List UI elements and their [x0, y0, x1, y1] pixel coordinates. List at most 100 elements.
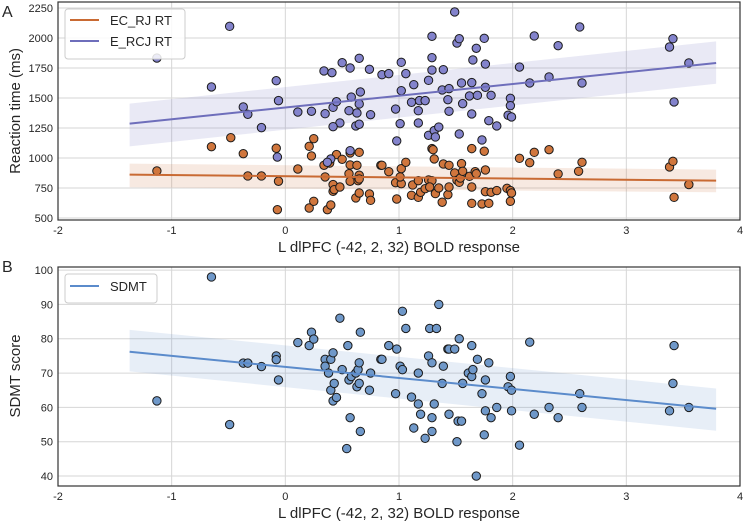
x-tick-label: -2 [53, 491, 63, 503]
data-point [413, 106, 424, 116]
data-point [434, 122, 444, 132]
data-point [406, 97, 417, 108]
data-point [384, 68, 394, 79]
data-point [293, 164, 303, 174]
data-point [355, 327, 366, 337]
regression-line-1 [129, 61, 717, 125]
data-point [272, 152, 283, 162]
x-tick-label: 0 [282, 491, 288, 503]
data-point [304, 203, 314, 213]
data-point [345, 412, 355, 423]
data-point [326, 200, 336, 210]
data-point [352, 160, 362, 170]
y-tick-label: 1750 [29, 63, 53, 75]
y-tick-label: 90 [41, 299, 53, 311]
x-tick-label: 1 [396, 225, 402, 237]
x-axis-label-a: L dlPFC (-42, 2, 32) BOLD response [278, 239, 520, 256]
data-point [427, 426, 437, 437]
data-point [206, 272, 217, 282]
data-point [553, 169, 563, 179]
data-point [354, 358, 364, 368]
data-point [443, 189, 453, 200]
data-point [319, 66, 329, 76]
data-point [427, 358, 437, 368]
data-point [428, 144, 438, 155]
data-point [514, 440, 525, 450]
data-point [413, 118, 424, 128]
data-point [506, 112, 517, 122]
data-point [427, 52, 437, 63]
data-point [390, 104, 401, 114]
data-point [354, 188, 364, 198]
data-point [328, 348, 338, 358]
data-point [413, 399, 424, 409]
legend: SDMT [64, 273, 158, 304]
data-point [273, 176, 284, 186]
data-point [479, 33, 489, 44]
y-axis-label-a: Reaction time (ms) [7, 48, 24, 174]
data-point [335, 313, 345, 323]
data-point [438, 64, 449, 75]
x-tick-label: 2 [510, 491, 516, 503]
data-point [454, 334, 464, 344]
legend-label: E_RCJ RT [110, 34, 172, 49]
data-point [224, 419, 235, 430]
data-point [401, 68, 411, 79]
data-point [684, 179, 694, 190]
data-point [456, 416, 467, 426]
data-point [392, 344, 402, 354]
data-point [309, 133, 319, 144]
data-point [669, 192, 679, 203]
data-point [395, 118, 405, 129]
data-point [444, 182, 454, 192]
data-point [492, 185, 502, 196]
data-point [327, 67, 337, 78]
data-point [529, 31, 539, 41]
data-point [329, 378, 339, 389]
x-tick-label: 1 [396, 491, 402, 503]
data-point [553, 40, 563, 51]
data-point [449, 344, 460, 354]
data-point [668, 156, 678, 167]
data-point [420, 95, 430, 106]
data-point [486, 90, 496, 101]
data-point [467, 77, 477, 88]
data-point [420, 433, 430, 443]
data-point [377, 354, 387, 365]
data-point [429, 154, 439, 164]
y-tick-label: 750 [35, 183, 53, 195]
data-point [273, 95, 284, 106]
data-point [525, 157, 535, 168]
data-point [427, 65, 437, 75]
data-point [343, 340, 353, 351]
data-point [505, 371, 516, 382]
data-point [345, 63, 355, 73]
data-point [454, 34, 464, 44]
data-point [430, 132, 441, 142]
data-point [328, 121, 338, 132]
data-point [467, 182, 477, 192]
data-point [444, 160, 454, 170]
data-point [468, 364, 478, 375]
data-point [354, 378, 364, 389]
data-point [273, 375, 284, 385]
data-point [486, 412, 496, 423]
data-point [472, 354, 483, 365]
panel-label-b: B [2, 259, 13, 276]
data-point [464, 91, 475, 101]
y-tick-label: 2000 [29, 33, 53, 45]
data-point [392, 136, 402, 146]
data-point [390, 388, 401, 399]
data-point [401, 323, 411, 334]
data-point [438, 361, 449, 371]
data-point [449, 7, 460, 17]
data-point [226, 132, 236, 143]
data-point [480, 406, 491, 416]
data-point [467, 198, 477, 209]
y-tick-label: 1500 [29, 93, 53, 105]
data-point [575, 22, 585, 32]
x-tick-label: -2 [53, 225, 63, 237]
data-point [309, 196, 319, 206]
data-point [573, 166, 584, 176]
data-point [427, 31, 437, 42]
